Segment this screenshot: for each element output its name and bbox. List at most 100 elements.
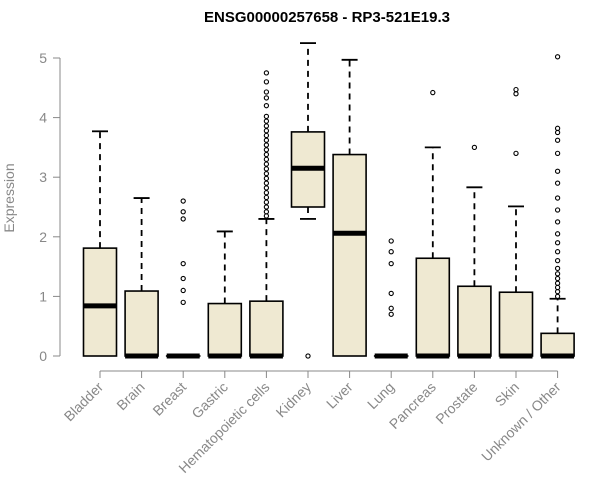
outlier-point (554, 284, 561, 291)
x-tick-label: Brain (113, 379, 147, 413)
outlier-point (554, 231, 561, 237)
outlier-point (554, 129, 561, 136)
outlier-point (263, 70, 270, 76)
outlier-point (263, 151, 270, 158)
outlier-point (471, 144, 478, 151)
outlier-point (263, 118, 270, 124)
x-tick-label: Prostate (432, 379, 480, 427)
y-tick-label: 4 (39, 110, 47, 126)
outlier-point (554, 207, 561, 213)
box-group (207, 230, 243, 359)
outlier-point (263, 95, 270, 101)
outlier-point (263, 142, 270, 148)
x-tick-label: Breast (149, 379, 189, 419)
box (415, 257, 451, 357)
outlier-point (554, 195, 561, 201)
outlier-point (554, 180, 561, 186)
box-group (124, 197, 159, 359)
outlier-point (180, 287, 186, 294)
outlier-point (554, 257, 561, 264)
outlier-point (513, 150, 519, 157)
outlier-point (263, 180, 270, 186)
plot-area (82, 42, 575, 359)
outlier-point (305, 353, 311, 359)
outlier-point (263, 166, 270, 172)
x-tick-label: Liver (323, 379, 356, 412)
outlier-point (554, 240, 561, 246)
box-group (165, 198, 201, 359)
outlier-point (263, 213, 270, 219)
y-axis-label: Expression (1, 163, 17, 232)
outlier-point (263, 132, 270, 139)
outlier-point (554, 219, 561, 225)
box-group (82, 130, 118, 357)
outlier-point (263, 123, 270, 129)
outlier-point (388, 290, 394, 297)
outlier-point (180, 260, 186, 267)
box-group (373, 238, 409, 359)
outlier-point (263, 147, 270, 153)
outlier-point (263, 128, 270, 134)
box-group (498, 86, 534, 359)
outlier-point (388, 260, 394, 267)
box-group (332, 58, 367, 357)
box-group (290, 42, 326, 359)
box (498, 291, 534, 357)
outlier-point (180, 275, 186, 282)
x-tick-label: Skin (492, 379, 523, 410)
outlier-point (263, 190, 270, 196)
box (82, 247, 118, 357)
outlier-point (180, 299, 186, 306)
y-tick-label: 3 (39, 169, 47, 185)
y-tick-label: 5 (39, 50, 47, 66)
outlier-point (263, 156, 270, 162)
outlier-point (263, 194, 270, 201)
outlier-point (263, 103, 270, 109)
y-axis: 0 1 2 3 4 5 (39, 50, 61, 364)
chart-title: ENSG00000257658 - RP3-521E19.3 (204, 9, 450, 26)
outlier-point (554, 150, 561, 157)
y-tick-label: 1 (39, 288, 47, 304)
y-tick-label: 0 (39, 348, 47, 364)
outlier-point (180, 198, 186, 204)
outlier-point (388, 311, 394, 317)
outlier-point (430, 89, 436, 96)
outlier-point (554, 280, 561, 286)
box-group (249, 70, 284, 359)
outlier-point (263, 185, 270, 191)
outlier-point (263, 89, 270, 95)
outlier-point (554, 168, 561, 174)
outlier-point (554, 271, 561, 277)
outlier-point (554, 125, 561, 131)
outlier-point (388, 305, 394, 311)
outlier-point (263, 161, 270, 167)
outlier-point (388, 238, 394, 244)
outlier-point (554, 293, 561, 300)
x-tick-label: Kidney (273, 379, 315, 421)
box (207, 302, 243, 357)
outlier-point (554, 275, 561, 282)
outlier-point (388, 249, 394, 255)
outlier-point (554, 137, 561, 143)
outlier-point (513, 86, 519, 93)
x-tick-label: Bladder (61, 379, 107, 425)
outlier-point (513, 91, 519, 97)
outlier-point (554, 54, 561, 60)
outlier-point (263, 137, 270, 143)
outlier-point (263, 199, 270, 205)
x-tick-label: Unknown / Other (478, 379, 564, 465)
outlier-point (263, 79, 270, 85)
outlier-point (263, 113, 270, 120)
box (249, 300, 284, 357)
box (457, 285, 492, 357)
box (540, 332, 575, 357)
outlier-point (180, 209, 186, 215)
y-tick-label: 2 (39, 229, 47, 245)
outlier-point (180, 216, 186, 222)
outlier-point (554, 249, 561, 255)
outlier-point (263, 204, 270, 210)
outlier-point (263, 170, 270, 177)
box-group (415, 89, 451, 359)
